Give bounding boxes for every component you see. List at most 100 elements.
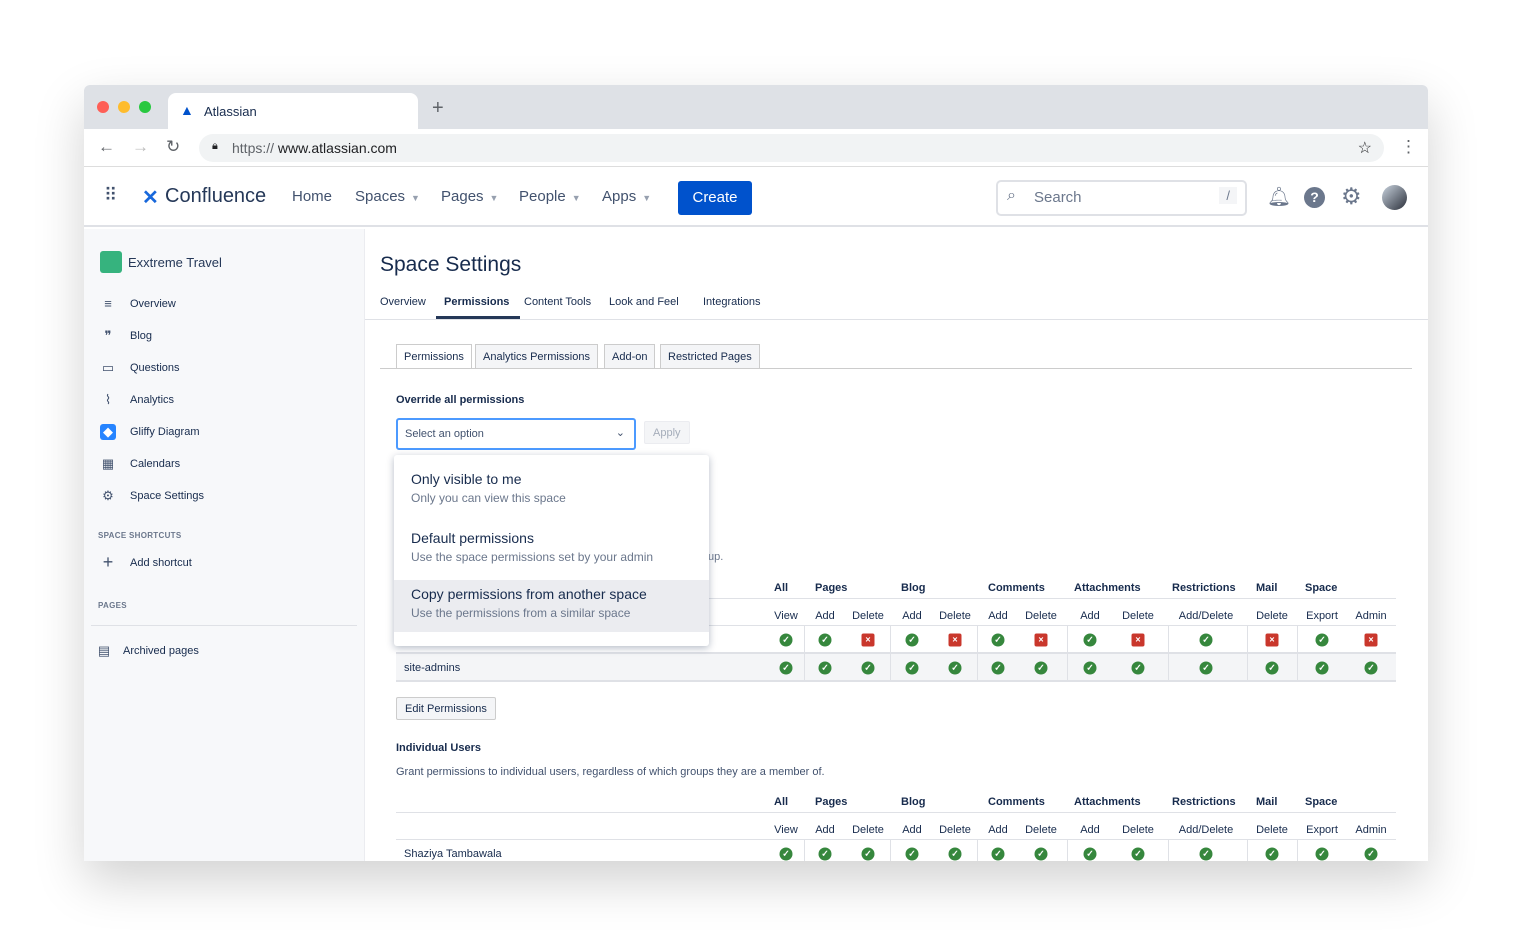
column-group-header: All [774, 582, 789, 594]
column-header: Delete [1122, 824, 1154, 836]
sidebar: Exxtreme Travel ≡ Overview ❞ Blog ▭ Questions… [84, 229, 365, 861]
sidebar-item-analytics[interactable]: Analytics [130, 394, 175, 406]
column-header: Add/Delete [1178, 610, 1234, 622]
sidebar-item-space-settings[interactable]: Space Settings [130, 490, 204, 502]
space-name[interactable]: Exxtreme Travel [128, 255, 222, 270]
granted-check-icon: ✓ [905, 847, 919, 861]
help-icon[interactable]: ? [1304, 187, 1325, 208]
maximize-window-button[interactable] [139, 101, 151, 113]
column-header: Delete [939, 824, 971, 836]
sidebar-item-calendars[interactable]: Calendars [130, 458, 181, 470]
individual-users-heading: Individual Users [396, 742, 481, 754]
nav-apps[interactable]: Apps ▼ [602, 188, 652, 205]
dropdown-option[interactable]: Copy permissions from another space Use t… [394, 580, 709, 632]
nav-spaces[interactable]: Spaces ▼ [355, 188, 420, 205]
column-divider [1297, 654, 1298, 682]
column-header: Delete [1025, 610, 1057, 622]
column-header: View [774, 610, 798, 622]
lines-icon: ≡ [104, 296, 112, 311]
column-header: Delete [852, 610, 884, 622]
column-header: Add [1080, 824, 1100, 836]
column-header: Admin [1355, 824, 1387, 836]
column-group-header: Restrictions [1172, 582, 1236, 594]
column-divider [1067, 840, 1068, 861]
column-divider [1247, 840, 1248, 861]
granted-check-icon: ✓ [818, 633, 832, 647]
browser-window: ▲ Atlassian + ← → ↻ 🔒︎ https:// www.atlass… [84, 85, 1428, 861]
column-header: Delete [1256, 610, 1288, 622]
column-group-header: Attachments [1074, 796, 1141, 808]
granted-check-icon: ✓ [1083, 661, 1097, 675]
apply-button[interactable]: Apply [644, 421, 690, 444]
column-divider [1297, 840, 1298, 861]
tab-overview[interactable]: Overview [380, 296, 426, 308]
column-header: Delete [1256, 824, 1288, 836]
option-title: Copy permissions from another space [411, 586, 647, 602]
column-group-header: Space [1305, 582, 1338, 594]
quote-icon: ❞ [104, 328, 112, 343]
column-header: Add [988, 824, 1008, 836]
star-icon[interactable]: ☆ [1357, 140, 1372, 157]
edit-permissions-button[interactable]: Edit Permissions [396, 697, 496, 720]
reload-icon[interactable]: ↻ [166, 137, 181, 156]
add-shortcut-link[interactable]: Add shortcut [130, 557, 192, 569]
back-icon[interactable]: ← [98, 137, 115, 156]
sidebar-item-gliffy-diagram[interactable]: Gliffy Diagram [130, 426, 200, 438]
caret-down-icon: ▼ [642, 193, 652, 203]
column-header: Delete [1122, 610, 1154, 622]
settings-gear-icon[interactable]: ⚙ [1341, 183, 1362, 209]
dropdown-option[interactable]: Default permissions Use the space permiss… [394, 524, 709, 576]
column-divider [1168, 840, 1169, 861]
menu-icon[interactable]: ⋮ [1400, 137, 1417, 156]
calendar-icon: ▦ [101, 456, 115, 471]
url-host: www.atlassian.com [277, 140, 397, 156]
caret-down-icon: ▼ [489, 193, 499, 203]
archived-pages-link[interactable]: Archived pages [123, 645, 199, 657]
app-switcher-icon[interactable]: ⠿ [104, 185, 117, 205]
column-group-header: Comments [988, 796, 1045, 808]
dropdown-option[interactable]: Only visible to me Only you can view this… [394, 465, 709, 517]
tab-integrations[interactable]: Integrations [703, 296, 761, 308]
header-divider [396, 598, 1396, 599]
minimize-window-button[interactable] [118, 101, 130, 113]
column-header: Add [902, 824, 922, 836]
shortcut-badge: / [1219, 187, 1237, 204]
column-divider [1247, 626, 1248, 654]
column-header: Admin [1355, 610, 1387, 622]
nav-home[interactable]: Home [292, 188, 333, 205]
tab-permissions[interactable]: Permissions [444, 296, 510, 308]
sidebar-item-questions[interactable]: Questions [130, 362, 180, 374]
browser-tab[interactable]: ▲ Atlassian [168, 93, 418, 129]
tab-content-tools[interactable]: Content Tools [524, 296, 592, 308]
column-divider [977, 840, 978, 861]
subtab-add-on[interactable]: Add-on [604, 344, 656, 369]
forward-icon[interactable]: → [132, 137, 149, 156]
subtab-permissions[interactable]: Permissions [396, 344, 472, 369]
new-tab-icon[interactable]: + [432, 97, 444, 119]
sidebar-item-overview[interactable]: Overview [130, 298, 176, 310]
granted-check-icon: ✓ [1315, 847, 1329, 861]
granted-check-icon: ✓ [905, 633, 919, 647]
column-divider [1067, 654, 1068, 682]
column-header: Add [815, 610, 835, 622]
nav-pages[interactable]: Pages ▼ [441, 188, 499, 205]
option-description: Use the space permissions set by your ad… [411, 550, 654, 564]
nav-people[interactable]: People ▼ [519, 188, 581, 205]
column-header: Export [1306, 824, 1338, 836]
tab-look-and-feel[interactable]: Look and Feel [609, 296, 679, 308]
sidebar-item-blog[interactable]: Blog [130, 330, 153, 342]
notifications-bell-icon[interactable]: 🔔︎ [1267, 187, 1292, 208]
override-select[interactable]: Select an option ⌄ [396, 418, 636, 450]
product-name[interactable]: Confluence [165, 185, 267, 207]
url-input[interactable]: 🔒︎ https:// www.atlassian.com ☆ [199, 134, 1384, 162]
granted-check-icon: ✓ [948, 847, 962, 861]
subtab-restricted-pages[interactable]: Restricted Pages [660, 344, 760, 369]
subtab-analytics-permissions[interactable]: Analytics Permissions [475, 344, 598, 369]
option-title: Only visible to me [411, 471, 522, 487]
granted-check-icon: ✓ [818, 661, 832, 675]
create-button[interactable]: Create [678, 181, 752, 215]
user-avatar[interactable] [1382, 185, 1407, 210]
search-input[interactable]: ⌕ Search / [996, 180, 1247, 216]
denied-x-icon: × [948, 633, 962, 647]
close-window-button[interactable] [97, 101, 109, 113]
